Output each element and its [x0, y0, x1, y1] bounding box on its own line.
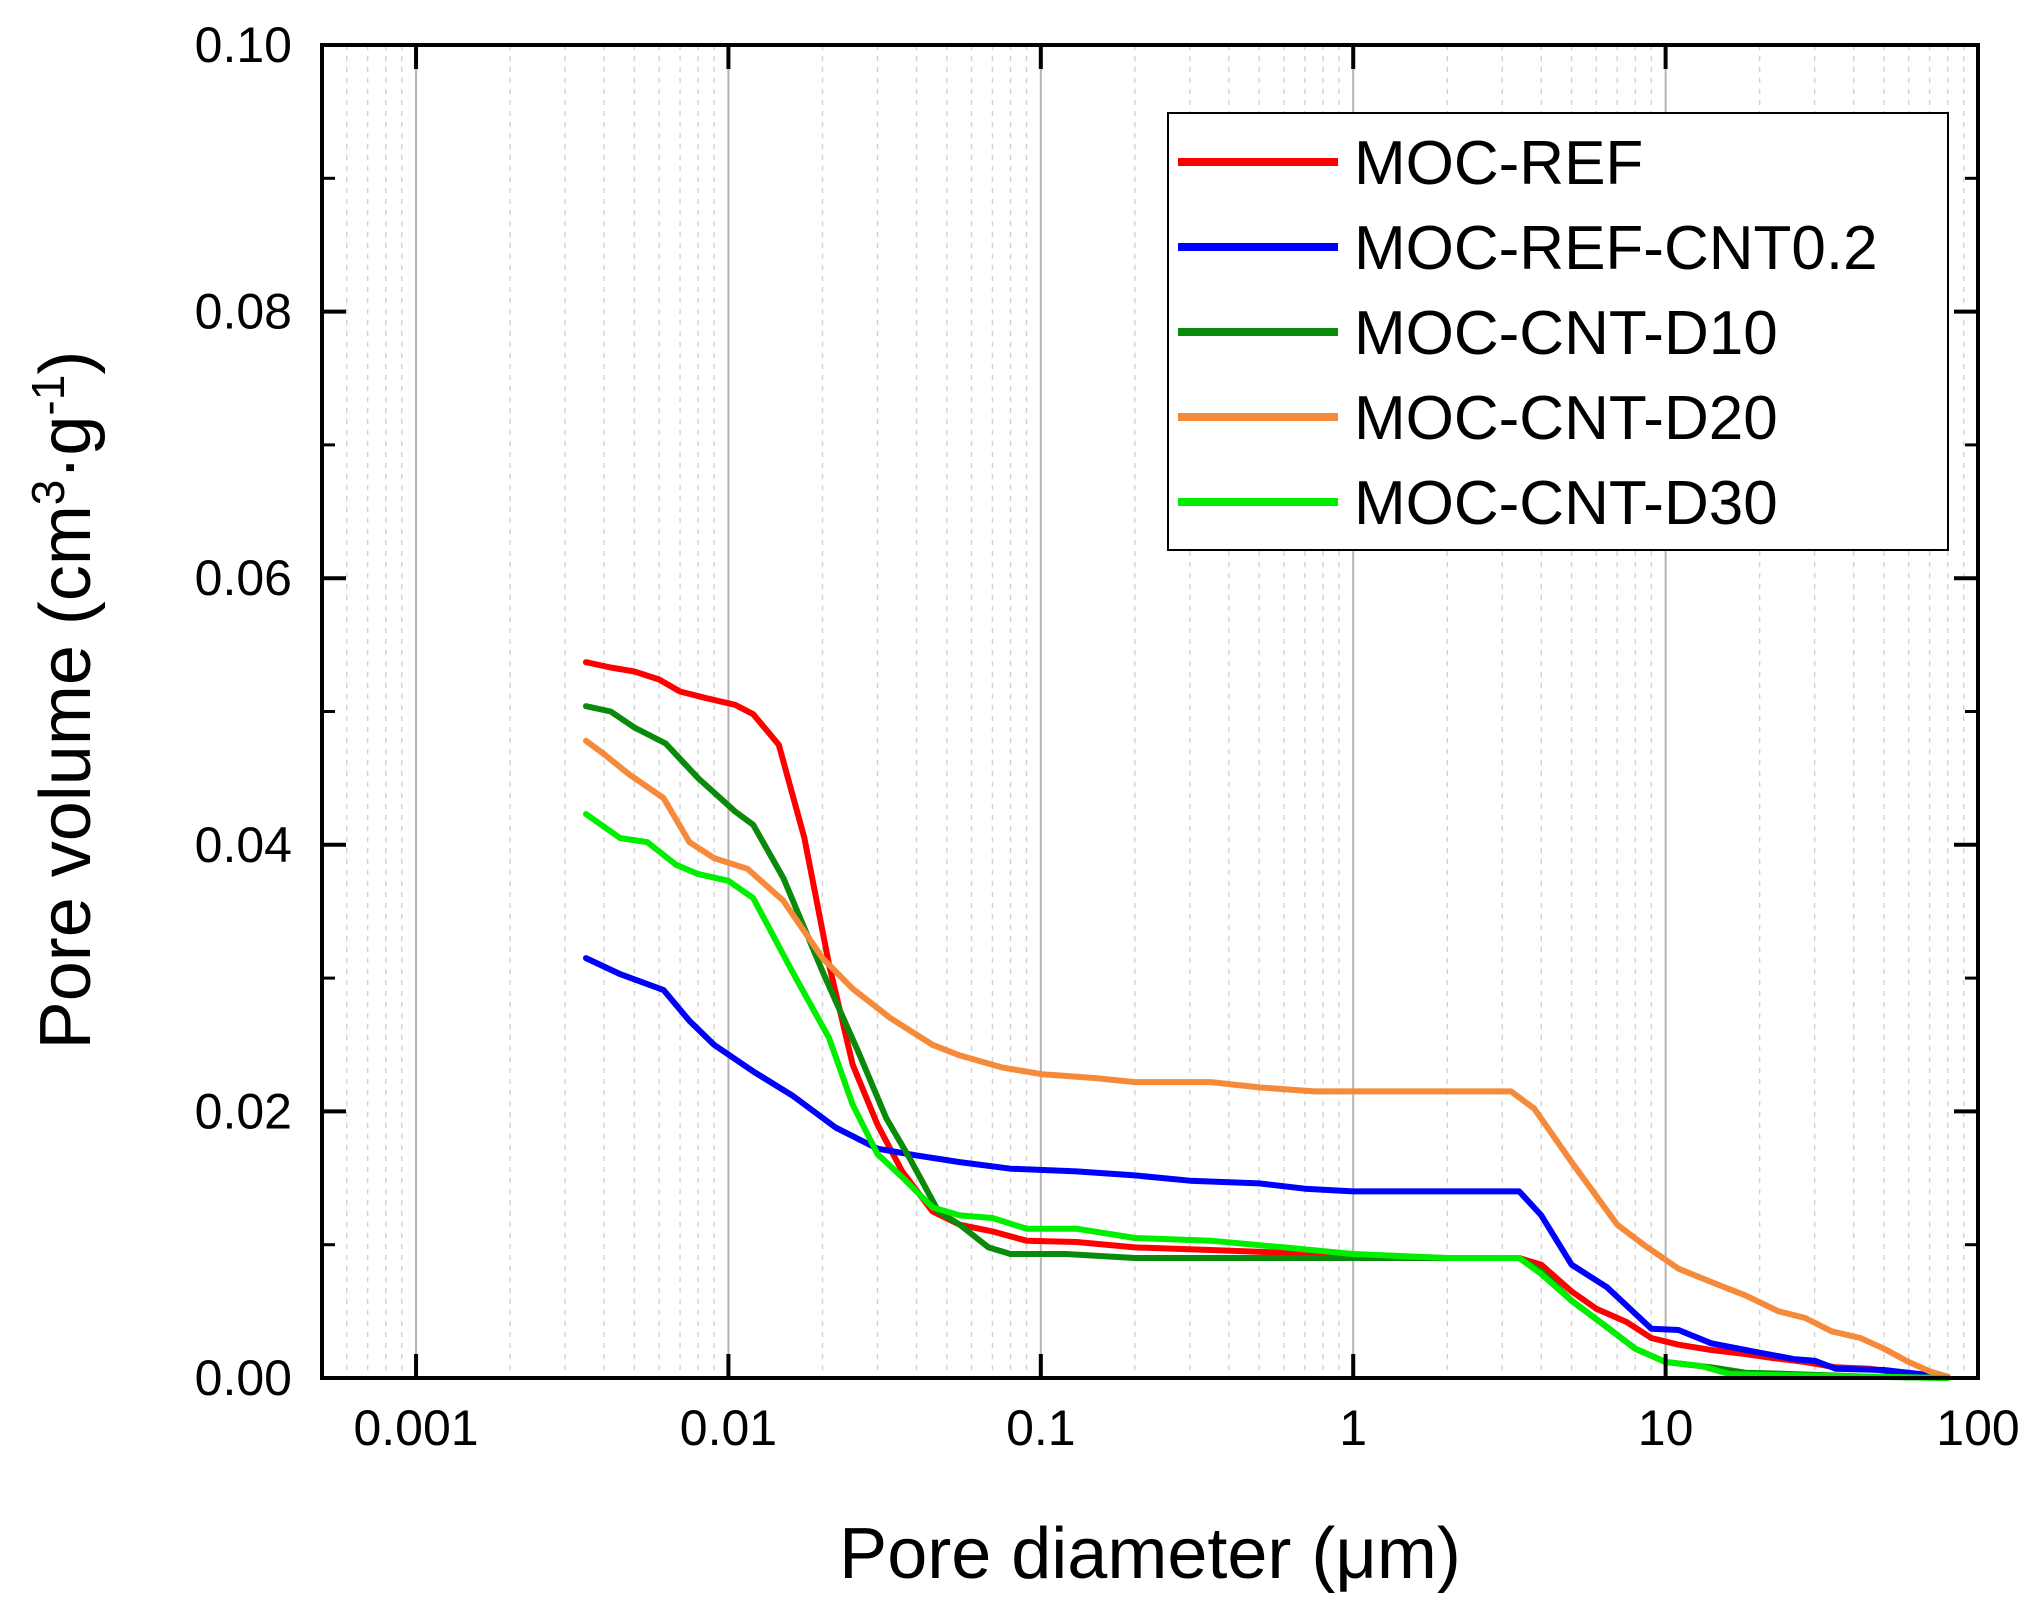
x-tick-label: 100	[1936, 1400, 2019, 1456]
series-line	[583, 703, 1951, 1381]
x-tick-label: 0.001	[353, 1400, 478, 1456]
series-lines	[583, 659, 1951, 1381]
x-tick-label: 10	[1638, 1400, 1694, 1456]
series-line	[583, 659, 1951, 1380]
y-axis-title-mid: ·g	[26, 416, 106, 480]
x-tick-label: 1	[1339, 1400, 1367, 1456]
series-line	[583, 955, 1951, 1380]
legend-label: MOC-CNT-D20	[1354, 384, 1778, 453]
legend-items: MOC-REF MOC-REF-CNT0.2 MOC-CNT-D10 MOC-CNT-…	[1178, 129, 1878, 538]
legend-label: MOC-CNT-D30	[1354, 469, 1778, 538]
y-axis-title-end: )	[26, 351, 106, 375]
y-tick-label: 0.08	[195, 284, 292, 340]
y-axis-title-sup2: -1	[22, 375, 74, 416]
y-tick-label: 0.06	[195, 550, 292, 606]
x-tick-labels: 0.001 0.01 0.1 1 10 100	[353, 1400, 2019, 1456]
axis-ticks	[322, 43, 1980, 1380]
y-axis-title: Pore volume (cm3·g-1)	[22, 351, 106, 1050]
x-tick-label: 0.1	[1006, 1400, 1076, 1456]
y-tick-labels: 0.00 0.02 0.04 0.06 0.08 0.10	[195, 17, 292, 1406]
x-axis-title: Pore diameter (μm)	[839, 1514, 1461, 1594]
y-tick-label: 0.02	[195, 1083, 292, 1139]
y-tick-label: 0.04	[195, 817, 292, 873]
y-axis-title-main: Pore volume (cm	[26, 505, 106, 1049]
legend-label: MOC-REF-CNT0.2	[1354, 214, 1878, 283]
legend-label: MOC-CNT-D10	[1354, 299, 1778, 368]
series-line	[583, 811, 1951, 1381]
y-axis-title-sup1: 3	[22, 480, 74, 506]
y-tick-label: 0.10	[195, 17, 292, 73]
y-tick-label: 0.00	[195, 1350, 292, 1406]
series-line	[583, 737, 1951, 1380]
legend-label: MOC-REF	[1354, 129, 1643, 198]
legend: MOC-REF MOC-REF-CNT0.2 MOC-CNT-D10 MOC-CNT-…	[1167, 112, 1949, 551]
x-tick-label: 0.01	[680, 1400, 777, 1456]
